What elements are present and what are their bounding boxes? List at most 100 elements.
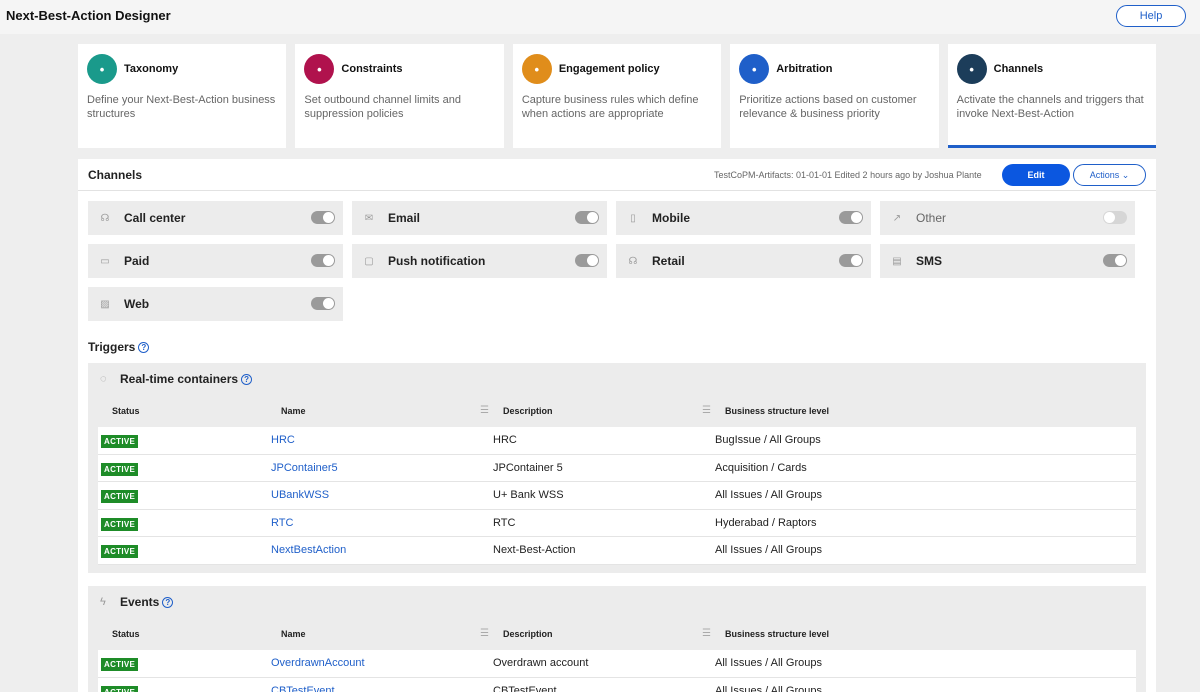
row-level: Hyderabad / Raptors — [715, 516, 817, 529]
paid-icon: ▭ — [100, 255, 110, 267]
channel-tile-mobile: ▯ Mobile — [616, 201, 871, 235]
actions-label: Actions — [1089, 169, 1120, 180]
channel-toggle[interactable] — [839, 211, 863, 224]
events-header: ϟ Events ? — [98, 586, 1136, 618]
status-badge: ACTIVE — [101, 658, 139, 671]
col-status: Status — [112, 406, 140, 416]
table-header: Status Name ☰ Description ☰ Business str… — [98, 395, 1136, 427]
events-title: Events — [120, 595, 160, 609]
channel-label: Email — [388, 211, 421, 225]
channel-toggle[interactable] — [311, 297, 335, 310]
channel-label: Retail — [652, 254, 685, 268]
triggers-label: Triggers — [88, 340, 136, 354]
channel-grid: ☊ Call center ✉ Email ▯ Mobile ↗ Other ▭ Paid ▢ Pus… — [88, 201, 1146, 321]
col-description: Description — [503, 629, 553, 639]
edit-button[interactable]: Edit — [1002, 164, 1070, 186]
channel-toggle[interactable] — [575, 211, 599, 224]
help-icon[interactable]: ? — [241, 373, 253, 385]
filter-icon[interactable]: ☰ — [480, 405, 489, 416]
actions-button[interactable]: Actions ⌄ — [1073, 164, 1146, 186]
help-button[interactable]: Help — [1116, 5, 1186, 27]
channel-toggle[interactable] — [311, 211, 335, 224]
top-bar: Next-Best-Action Designer Help — [0, 0, 1200, 34]
table-row: ACTIVE RTC RTC Hyderabad / Raptors — [98, 509, 1136, 537]
row-name-link[interactable]: HRC — [271, 434, 295, 446]
row-name-link[interactable]: OverdrawnAccount — [271, 657, 365, 669]
realtime-header: ◌ Real-time containers ? — [98, 363, 1136, 395]
channel-tile-push-notification: ▢ Push notification — [352, 244, 607, 278]
row-level: All Issues / All Groups — [715, 684, 822, 692]
row-name-link[interactable]: CBTestEvent — [271, 684, 335, 692]
channel-label: Web — [124, 297, 150, 311]
status-badge: ACTIVE — [101, 545, 139, 558]
status-badge: ACTIVE — [101, 685, 139, 692]
help-icon[interactable]: ? — [138, 342, 150, 354]
card-arbitration[interactable]: • Arbitration Prioritize actions based on … — [730, 44, 939, 148]
card-title: Arbitration — [776, 63, 833, 75]
row-description: U+ Bank WSS — [493, 489, 564, 501]
email-icon: ✉ — [364, 212, 374, 224]
card-engagement-policy[interactable]: • Engagement policy Capture business rules… — [512, 44, 722, 148]
headset-icon: ☊ — [100, 212, 110, 224]
card-title: Channels — [993, 63, 1044, 75]
card-channels[interactable]: • Channels Activate the channels and trigg… — [947, 44, 1157, 148]
channels-panel: Channels TestCoPM-Artifacts: 01-01-01 Ed… — [78, 159, 1156, 692]
table-row: ACTIVE CBTestEvent CBTestEvent All Issues /… — [98, 677, 1136, 692]
mobile-icon: ▯ — [630, 212, 636, 224]
status-badge: ACTIVE — [101, 462, 139, 476]
arbitration-icon: • — [739, 54, 770, 84]
row-description: HRC — [493, 434, 517, 446]
row-level: All Issues / All Groups — [715, 657, 822, 669]
table-row: ACTIVE OverdrawnAccount Overdrawn account A… — [98, 650, 1136, 678]
panel-title: Channels — [88, 168, 143, 182]
channel-label: Other — [916, 211, 947, 225]
share-icon: • — [956, 54, 987, 84]
table-row: ACTIVE NextBestAction Next-Best-Action All … — [98, 537, 1136, 565]
channel-toggle[interactable] — [839, 254, 863, 267]
sms-icon: ▤ — [892, 255, 902, 267]
help-icon[interactable]: ? — [162, 596, 174, 608]
channel-tile-call-center: ☊ Call center — [88, 201, 343, 235]
channel-tile-paid: ▭ Paid — [88, 244, 343, 278]
row-name-link[interactable]: JPContainer5 — [271, 461, 338, 474]
row-name-link[interactable]: NextBestAction — [271, 544, 347, 556]
card-taxonomy[interactable]: • Taxonomy Define your Next-Best-Action bu… — [78, 44, 287, 148]
triggers-title: Triggers? — [88, 340, 150, 354]
bolt-icon: • — [521, 54, 552, 84]
panel-meta: TestCoPM-Artifacts: 01-01-01 Edited 2 ho… — [714, 170, 982, 180]
realtime-section: ◌ Real-time containers ? Status Name ☰ D… — [88, 363, 1146, 573]
row-level: All Issues / All Groups — [715, 544, 822, 556]
table-row: ACTIVE JPContainer5 JPContainer 5 Acquisiti… — [98, 454, 1136, 482]
designer-cards: • Taxonomy Define your Next-Best-Action bu… — [78, 44, 1157, 148]
row-name-link[interactable]: UBankWSS — [271, 489, 330, 501]
channel-toggle[interactable] — [1103, 254, 1127, 267]
card-constraints[interactable]: • Constraints Set outbound channel limits … — [295, 44, 504, 148]
row-description: Overdrawn account — [493, 657, 589, 669]
constraints-icon: • — [304, 54, 335, 84]
row-level: BugIssue / All Groups — [715, 434, 821, 446]
status-badge: ACTIVE — [101, 490, 139, 503]
row-description: RTC — [493, 516, 516, 529]
channel-label: Push notification — [388, 254, 486, 268]
channel-toggle[interactable] — [311, 254, 335, 267]
filter-icon[interactable]: ☰ — [702, 405, 711, 416]
col-status: Status — [112, 629, 140, 639]
retail-icon: ☊ — [628, 255, 638, 267]
row-description: JPContainer 5 — [493, 461, 563, 474]
channel-toggle[interactable] — [1103, 211, 1127, 224]
row-name-link[interactable]: RTC — [271, 516, 294, 529]
col-name: Name — [281, 629, 306, 639]
card-head: • Channels — [956, 54, 1147, 84]
channel-toggle[interactable] — [575, 254, 599, 267]
channel-tile-email: ✉ Email — [352, 201, 607, 235]
filter-icon[interactable]: ☰ — [480, 628, 489, 639]
chat-icon: ◌ — [100, 373, 107, 385]
events-section: ϟ Events ? Status Name ☰ Description ☰ B… — [88, 586, 1146, 692]
filter-icon[interactable]: ☰ — [702, 628, 711, 639]
card-head: • Arbitration — [739, 54, 929, 84]
chevron-down-icon: ⌄ — [1121, 169, 1130, 180]
status-badge: ACTIVE — [101, 435, 139, 448]
channel-tile-retail: ☊ Retail — [616, 244, 871, 278]
channel-label: Call center — [124, 211, 186, 225]
web-icon: ▨ — [100, 298, 110, 310]
